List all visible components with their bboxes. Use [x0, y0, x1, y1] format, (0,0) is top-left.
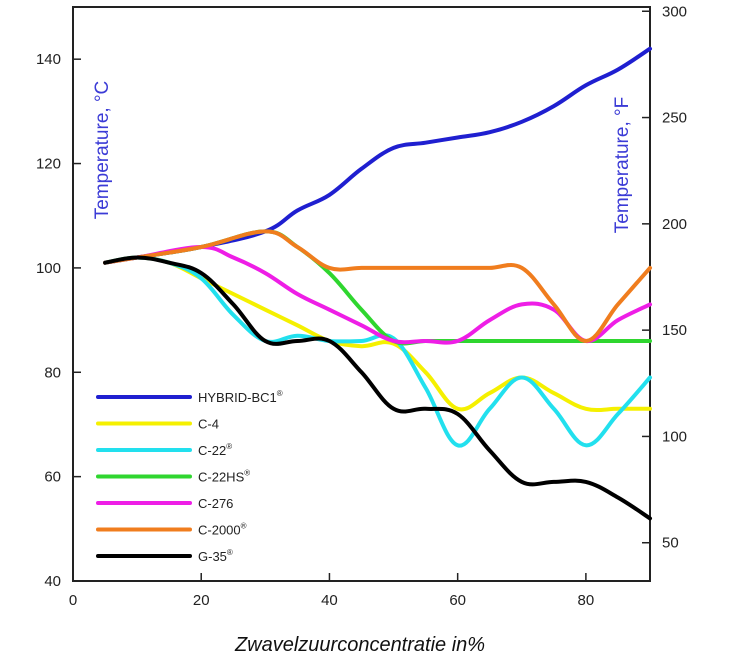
y-right-tick-label: 200 [662, 216, 687, 233]
x-tick-label: 40 [321, 592, 338, 609]
legend-label: G-35® [198, 548, 233, 564]
left-axis-title: Temperature, °C [92, 81, 113, 220]
x-tick-label: 0 [69, 592, 77, 609]
x-tick-label: 80 [578, 592, 595, 609]
legend-label: C-22® [198, 442, 232, 458]
series-line-c-22 [103, 255, 652, 448]
y-tick-label: 60 [44, 469, 61, 486]
y-right-tick-label: 150 [662, 322, 687, 339]
legend-label: HYBRID-BC1® [198, 389, 283, 405]
legend-label: C-2000® [198, 522, 247, 538]
series-line-g-35 [103, 255, 652, 521]
legend-label: C-4 [198, 417, 219, 432]
x-tick-label: 60 [449, 592, 466, 609]
series-line-c-2000 [103, 229, 652, 343]
y-right-tick-label: 100 [662, 428, 687, 445]
legend-label: C-276 [198, 496, 233, 511]
y-right-tick-label: 50 [662, 535, 679, 552]
y-tick-label: 40 [44, 573, 61, 590]
y-tick-label: 100 [36, 260, 61, 277]
y-tick-label: 80 [44, 364, 61, 381]
temperature-chart: 0 20 40 60 80 40 60 80 100 120 140 50 100 150 200 250 30… [36, 3, 687, 609]
series-line-hybrid-bc1 [103, 46, 652, 265]
y-tick-label: 120 [36, 156, 61, 173]
right-axis-title: Temperature, °F [612, 97, 633, 233]
plot-frame [72, 6, 651, 582]
legend: HYBRID-BC1® C-4 C-22® C-22HS® C-276 C-2000® G-… [96, 389, 283, 564]
x-axis-title: Zwavelzuurconcentratie in% [234, 634, 486, 656]
y-right-tick-label: 300 [662, 3, 687, 20]
y-tick-label: 140 [36, 51, 61, 68]
legend-label: C-22HS® [198, 469, 250, 485]
y-right-tick-label: 250 [662, 110, 687, 127]
axis-layer: 0 20 40 60 80 40 60 80 100 120 140 50 100 150 200 250 30… [36, 3, 687, 609]
x-tick-label: 20 [193, 592, 210, 609]
series-layer [103, 46, 652, 521]
